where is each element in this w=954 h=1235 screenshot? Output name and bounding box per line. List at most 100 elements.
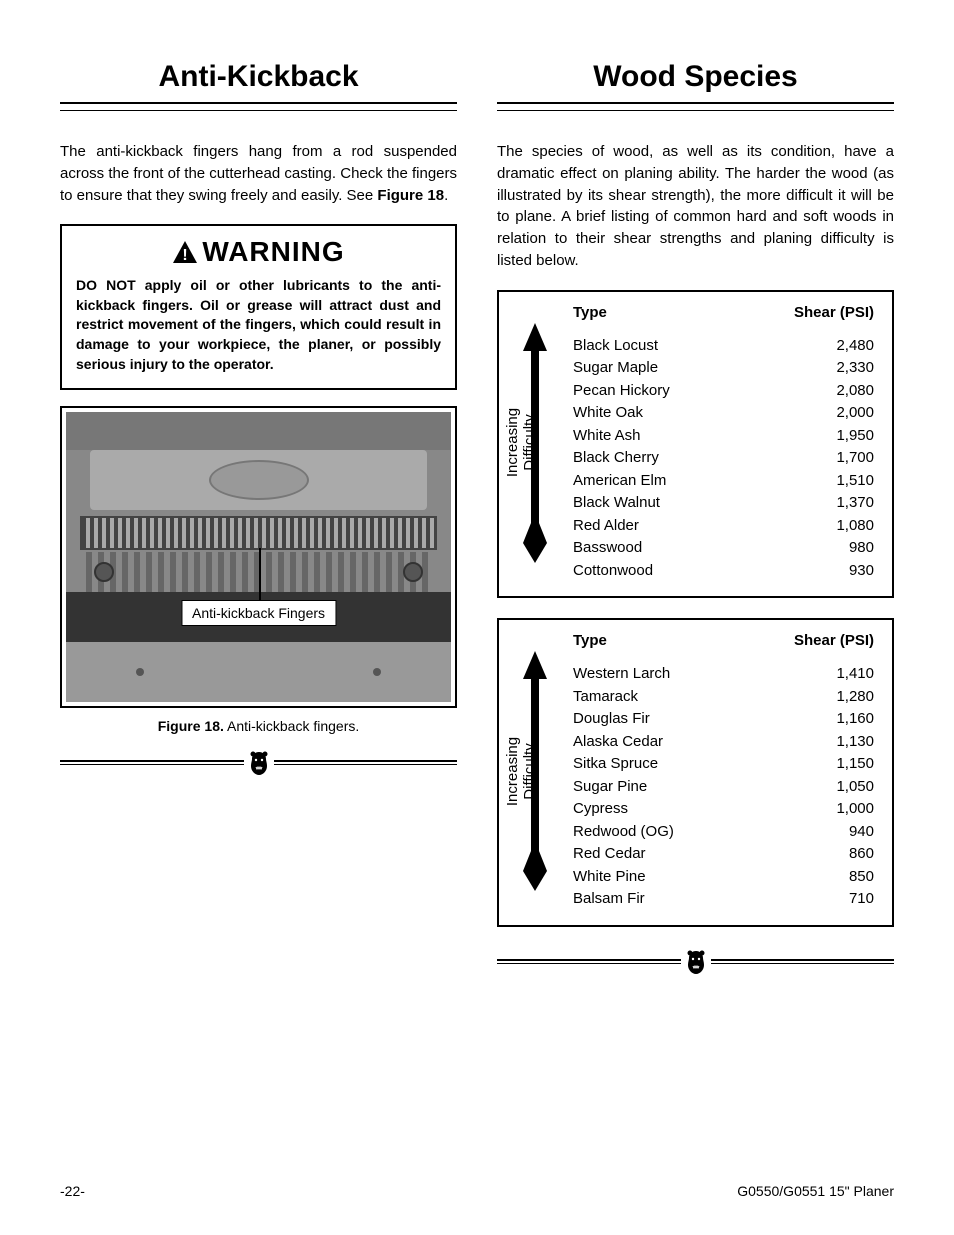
page-footer: -22- G0550/G0551 15" Planer <box>60 1183 894 1199</box>
callout-leader-line <box>259 548 261 602</box>
species-type: Tamarack <box>573 686 638 709</box>
title-rule-thick-r <box>497 102 894 104</box>
species-row: Sitka Spruce1,150 <box>573 753 874 776</box>
species-psi: 1,280 <box>836 686 874 709</box>
arrow-label-hardwoods: Increasing Difficulty <box>505 408 538 477</box>
species-psi: 1,160 <box>836 708 874 731</box>
warning-header: ! WARNING <box>76 236 441 268</box>
species-type: Black Cherry <box>573 447 659 470</box>
figure-18-caption: Figure 18. Anti-kickback fingers. <box>60 718 457 734</box>
species-row: Basswood 980 <box>573 537 874 560</box>
softwoods-rows: Western Larch1,410Tamarack1,280Douglas F… <box>573 663 874 911</box>
warning-word: WARNING <box>202 236 344 267</box>
species-row: Black Walnut 1,370 <box>573 492 874 515</box>
species-psi: 1,700 <box>836 447 874 470</box>
softwoods-data: Type Shear (PSI) Western Larch1,410Tamar… <box>573 632 874 911</box>
section-end-ornament-left <box>60 748 457 778</box>
section-end-ornament-right <box>497 947 894 977</box>
species-psi: 1,080 <box>836 515 874 538</box>
figure-ref: Figure 18 <box>377 187 444 204</box>
figure-18-block: Anti-kickback Fingers <box>60 406 457 708</box>
right-column: Wood Species The species of wood, as wel… <box>497 60 894 977</box>
species-type: Red Alder <box>573 515 639 538</box>
species-psi: 1,950 <box>836 425 874 448</box>
intro-tail: . <box>444 187 448 204</box>
species-type: Black Walnut <box>573 492 660 515</box>
species-psi: 2,080 <box>836 380 874 403</box>
svg-text:!: ! <box>183 247 188 264</box>
species-row: Western Larch 1,410 <box>573 663 874 686</box>
species-type: White Oak <box>573 402 643 425</box>
warning-body: DO NOT apply oil or other lubricants to … <box>76 276 441 374</box>
arrow-col-softwoods: Increasing Difficulty <box>511 632 559 911</box>
species-psi: 930 <box>849 560 874 583</box>
title-rule-thick <box>60 102 457 104</box>
species-row: Red Alder 1,080 <box>573 515 874 538</box>
species-psi: 860 <box>849 843 874 866</box>
species-row: Douglas Fir 1,160 <box>573 708 874 731</box>
species-psi: 1,050 <box>836 776 874 799</box>
species-type: White Pine <box>573 866 646 889</box>
species-row: Black Cherry 1,700 <box>573 447 874 470</box>
warning-box: ! WARNING DO NOT apply oil or other lubr… <box>60 224 457 390</box>
species-row: Pecan Hickory 2,080 <box>573 380 874 403</box>
species-row: Tamarack 1,280 <box>573 686 874 709</box>
species-type: Black Locust <box>573 335 658 358</box>
hardwoods-data: Type Shear (PSI) Black Locust2,480Sugar … <box>573 304 874 583</box>
arrow-label-line1: Increasing <box>504 408 521 477</box>
softwoods-box: Increasing Difficulty Type Shear (PSI) W… <box>497 618 894 927</box>
arrow-col-hardwoods: Increasing Difficulty <box>511 304 559 583</box>
species-row: White Oak2,000 <box>573 402 874 425</box>
species-type: Pecan Hickory <box>573 380 670 403</box>
species-psi: 2,480 <box>836 335 874 358</box>
species-type: Cottonwood <box>573 560 653 583</box>
figure-caption-text: Anti-kickback fingers. <box>224 718 359 734</box>
species-psi: 2,330 <box>836 357 874 380</box>
species-type: White Ash <box>573 425 641 448</box>
species-psi: 1,410 <box>836 663 874 686</box>
species-row: Cottonwood 930 <box>573 560 874 583</box>
species-type: Red Cedar <box>573 843 646 866</box>
species-row: Sugar Maple 2,330 <box>573 357 874 380</box>
species-type: Balsam Fir <box>573 888 645 911</box>
product-name: G0550/G0551 15" Planer <box>737 1183 894 1199</box>
title-rule-thin-r <box>497 110 894 111</box>
species-type: Sitka Spruce <box>573 753 658 776</box>
species-type: Alaska Cedar <box>573 731 663 754</box>
species-row: White Ash 1,950 <box>573 425 874 448</box>
species-type: Sugar Maple <box>573 357 658 380</box>
hardwoods-header: Type Shear (PSI) <box>573 304 874 321</box>
col-shear: Shear (PSI) <box>794 304 874 321</box>
species-psi: 940 <box>849 821 874 844</box>
species-row: White Pine850 <box>573 866 874 889</box>
species-row: Black Locust 2,480 <box>573 335 874 358</box>
hardwoods-rows: Black Locust2,480Sugar Maple2,330Pecan H… <box>573 335 874 583</box>
species-type: Douglas Fir <box>573 708 650 731</box>
species-type: Cypress <box>573 798 628 821</box>
arrow-label-line2: Difficulty <box>521 415 538 471</box>
page-number: -22- <box>60 1183 85 1199</box>
species-type: Western Larch <box>573 663 670 686</box>
species-row: Redwood (OG) 940 <box>573 821 874 844</box>
left-column: Anti-Kickback The anti-kickback fingers … <box>60 60 457 977</box>
species-type: American Elm <box>573 470 666 493</box>
col-type: Type <box>573 632 607 649</box>
arrow-label-line1: Increasing <box>504 737 521 806</box>
bear-icon <box>247 749 271 777</box>
species-row: Sugar Pine1,050 <box>573 776 874 799</box>
anti-kickback-intro: The anti-kickback fingers hang from a ro… <box>60 141 457 206</box>
species-row: Cypress 1,000 <box>573 798 874 821</box>
species-psi: 980 <box>849 537 874 560</box>
species-psi: 1,000 <box>836 798 874 821</box>
warning-triangle-icon: ! <box>172 240 198 264</box>
species-type: Redwood (OG) <box>573 821 674 844</box>
bear-icon <box>684 948 708 976</box>
wood-species-intro: The species of wood, as well as its cond… <box>497 141 894 272</box>
title-rule-thin <box>60 110 457 111</box>
arrow-label-softwoods: Increasing Difficulty <box>505 737 538 806</box>
species-type: Basswood <box>573 537 642 560</box>
figure-label: Figure 18. <box>158 718 224 734</box>
col-type: Type <box>573 304 607 321</box>
arrow-label-line2: Difficulty <box>521 743 538 799</box>
species-psi: 1,370 <box>836 492 874 515</box>
